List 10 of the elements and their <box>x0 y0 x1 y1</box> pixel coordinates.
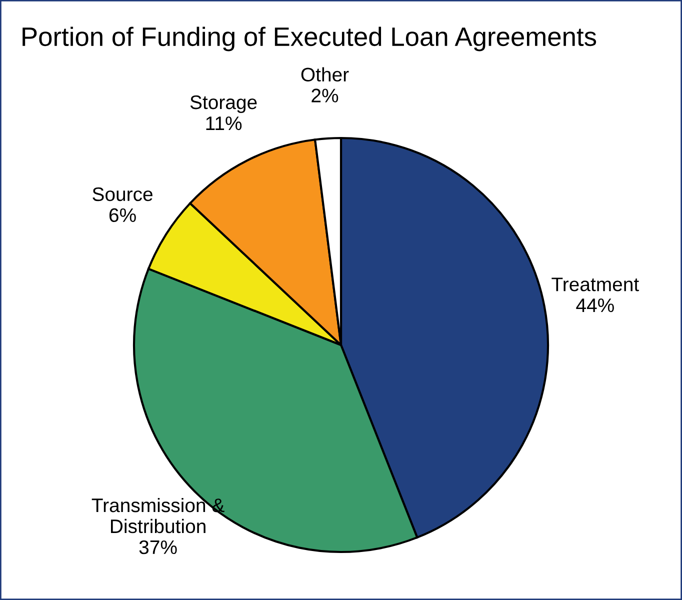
data-label: 11% <box>206 116 242 130</box>
data-label: 37% <box>139 540 177 554</box>
slice-label: Treatment <box>552 278 639 292</box>
data-label: 44% <box>576 298 614 312</box>
slice-label: Storage <box>190 95 257 114</box>
data-label: 6% <box>109 208 136 222</box>
chart-title: Portion of Funding of Executed Loan Agreements <box>22 26 596 52</box>
slice-label: Source <box>92 187 152 202</box>
data-label: 2% <box>312 88 338 102</box>
slice-label: Other <box>301 67 349 82</box>
